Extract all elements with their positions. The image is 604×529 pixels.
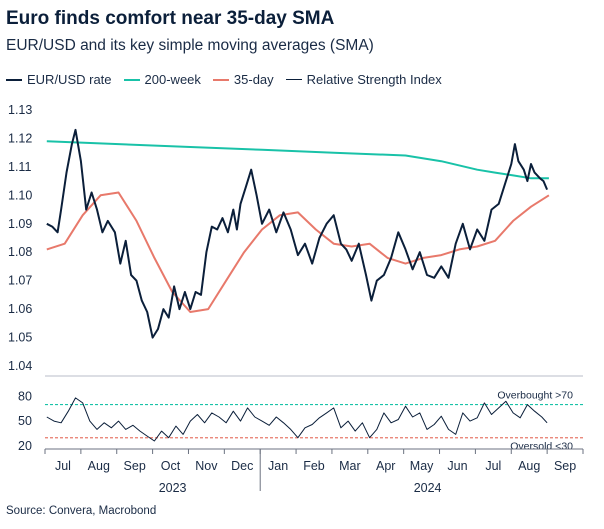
legend-swatch-eurusd <box>6 78 22 81</box>
series-line-rsi <box>46 397 548 442</box>
x-tick-label: Aug <box>88 459 110 473</box>
chart-title: Euro finds comfort near 35-day SMA <box>6 8 335 29</box>
legend-label-eurusd: EUR/USD rate <box>27 72 112 87</box>
chart-legend: EUR/USD rate 200-week 35-day Relative St… <box>6 72 442 87</box>
y-tick-label: 1.09 <box>8 217 32 231</box>
x-tick-label: Dec <box>231 459 253 473</box>
legend-label-200-week: 200-week <box>144 72 201 87</box>
y-tick-label: 1.08 <box>8 245 32 259</box>
rsi-y-tick-label: 50 <box>18 414 32 428</box>
x-tick-label: Jan <box>268 459 288 473</box>
y-tick-label: 1.07 <box>8 274 32 288</box>
series-line-eur-usd-rate <box>46 128 549 339</box>
legend-swatch-rsi <box>285 79 302 80</box>
x-tick-label: Jun <box>447 459 467 473</box>
legend-label-35-day: 35-day <box>233 72 274 87</box>
series-line-200-week <box>46 140 549 180</box>
oversold-label: Oversold <30 <box>510 441 573 453</box>
y-tick-label: 1.13 <box>8 103 32 117</box>
legend-item-35-day: 35-day <box>212 72 274 87</box>
x-tick-label: Jul <box>55 459 71 473</box>
x-tick-label: Feb <box>303 459 325 473</box>
x-tick-label: May <box>410 459 434 473</box>
x-tick-label: Jul <box>485 459 501 473</box>
x-tick-label: Sep <box>124 459 146 473</box>
x-tick-label: Apr <box>376 459 395 473</box>
series-line-35-day <box>46 191 550 313</box>
rsi-y-tick-label: 20 <box>18 439 32 453</box>
legend-item-rsi: Relative Strength Index <box>285 72 442 87</box>
legend-item-200-week: 200-week <box>123 72 201 87</box>
x-tick-label: Oct <box>161 459 181 473</box>
chart-source: Source: Convera, Macrobond <box>6 505 157 517</box>
legend-item-eurusd: EUR/USD rate <box>6 72 112 87</box>
legend-label-rsi: Relative Strength Index <box>306 72 442 87</box>
rsi-y-tick-label: 80 <box>18 389 32 403</box>
overbought-label: Overbought >70 <box>497 390 573 402</box>
legend-swatch-200-week <box>123 78 140 81</box>
y-tick-label: 1.10 <box>8 188 32 202</box>
y-tick-label: 1.04 <box>8 359 32 373</box>
x-tick-label: Aug <box>518 459 540 473</box>
y-tick-label: 1.12 <box>8 131 32 145</box>
y-tick-label: 1.11 <box>8 160 31 174</box>
y-tick-label: 1.05 <box>8 331 32 345</box>
x-tick-label: Nov <box>195 459 218 473</box>
year-label-2024: 2024 <box>414 481 442 495</box>
chart-subtitle: EUR/USD and its key simple moving averag… <box>6 37 374 54</box>
legend-swatch-35-day <box>212 78 229 81</box>
x-tick-label: Mar <box>339 459 361 473</box>
x-tick-label: Sep <box>554 459 576 473</box>
year-label-2023: 2023 <box>159 481 187 495</box>
y-tick-label: 1.06 <box>8 302 32 316</box>
